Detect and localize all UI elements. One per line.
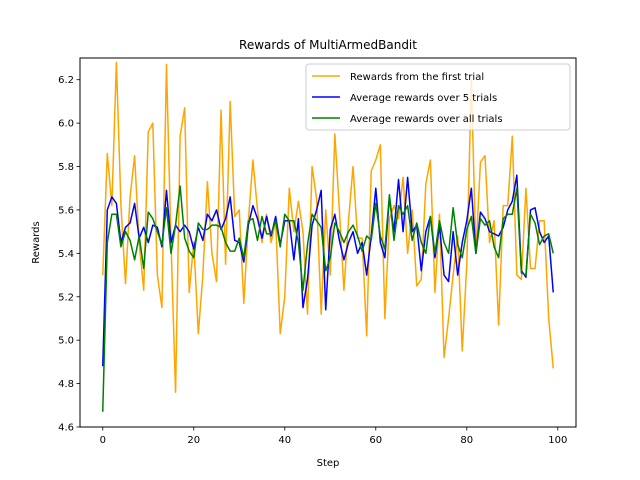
y-axis-label: Rewards (31, 221, 42, 263)
x-tick-label: 100 (548, 435, 567, 446)
x-axis-label: Step (317, 458, 340, 469)
y-tick-label: 5.4 (58, 249, 74, 260)
y-axis: 4.6 4.8 5.0 5.2 5.4 5.6 5.8 6.0 6.2 (58, 75, 80, 434)
x-tick-label: 60 (369, 435, 382, 446)
x-tick-label: 80 (460, 435, 473, 446)
legend-entry: Average rewards over all trials (350, 114, 503, 125)
x-axis: 0 20 40 60 80 100 (100, 427, 567, 446)
y-tick-label: 5.2 (58, 292, 74, 303)
y-tick-label: 5.6 (58, 205, 74, 216)
y-tick-label: 4.8 (58, 379, 74, 390)
y-tick-label: 4.6 (58, 423, 74, 434)
series-line-3 (102, 185, 554, 412)
y-tick-label: 6.2 (58, 75, 74, 86)
series-line-1 (102, 61, 554, 394)
legend-entry: Rewards from the first trial (350, 72, 484, 83)
y-tick-label: 5.0 (58, 336, 74, 347)
x-tick-label: 0 (100, 435, 106, 446)
legend: Rewards from the first trial Average rewa… (305, 63, 571, 131)
plot-frame (79, 57, 577, 428)
plot-area (102, 61, 554, 412)
legend-box (305, 63, 571, 131)
chart-title: Rewards of MultiArmedBandit (239, 38, 417, 52)
y-tick-label: 5.8 (58, 162, 74, 173)
y-tick-label: 6.0 (58, 119, 74, 130)
x-tick-label: 40 (278, 435, 291, 446)
x-tick-label: 20 (187, 435, 200, 446)
legend-entry: Average rewards over 5 trials (350, 93, 497, 104)
